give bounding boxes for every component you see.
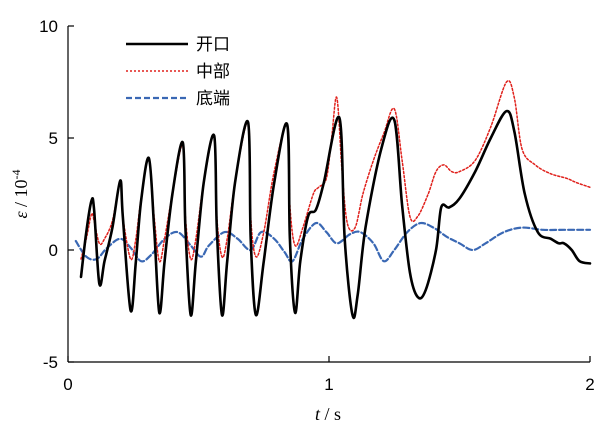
series-line-solid xyxy=(79,109,592,320)
legend-label: 开口 xyxy=(196,35,230,55)
y-tick-label: -5 xyxy=(43,353,58,372)
x-axis-variable: t xyxy=(315,404,321,424)
ticks: -5 0 5 10 0 1 2 xyxy=(39,17,595,394)
x-tick-label: 1 xyxy=(324,375,333,394)
x-axis-label: t / s xyxy=(315,404,341,424)
series-layer xyxy=(74,80,592,320)
legend-label: 中部 xyxy=(196,62,230,82)
y-tick-label: 10 xyxy=(39,17,58,36)
legend-label: 底端 xyxy=(196,89,230,109)
y-axis-exponent: -4 xyxy=(9,169,23,179)
series-line-dotted xyxy=(80,80,591,263)
x-axis-unit: / s xyxy=(320,404,341,424)
y-tick-label: 0 xyxy=(49,241,58,260)
x-tick-label: 0 xyxy=(63,375,72,394)
x-tick-label: 2 xyxy=(585,375,594,394)
y-tick-label: 5 xyxy=(49,129,58,148)
axes xyxy=(67,26,590,363)
y-axis-variable: ε xyxy=(11,211,31,219)
y-axis-label: ε / 10-4 xyxy=(9,169,31,218)
y-axis-unit: / 10 xyxy=(11,179,31,211)
